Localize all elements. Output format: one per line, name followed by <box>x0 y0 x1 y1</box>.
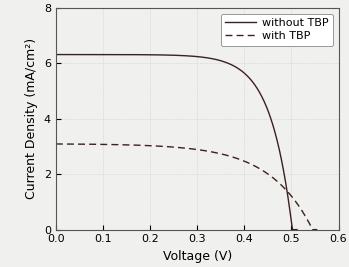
without TBP <box>242 71 246 74</box>
without TBP <box>160 53 164 57</box>
without TBP <box>79 53 83 56</box>
with TBP <box>233 156 237 159</box>
without TBP <box>151 53 156 56</box>
with TBP <box>315 228 319 231</box>
Line: without TBP: without TBP <box>56 54 297 230</box>
without TBP <box>220 59 224 62</box>
without TBP <box>246 75 250 78</box>
with TBP <box>159 145 164 148</box>
with TBP <box>54 142 58 146</box>
with TBP <box>80 143 84 146</box>
with TBP <box>169 145 173 148</box>
Y-axis label: Current Density (mA/cm²): Current Density (mA/cm²) <box>25 38 38 199</box>
Line: with TBP: with TBP <box>56 144 317 230</box>
X-axis label: Voltage (V): Voltage (V) <box>163 250 232 263</box>
without TBP <box>290 228 295 231</box>
without TBP <box>295 228 299 231</box>
without TBP <box>54 53 58 56</box>
with TBP <box>258 167 262 170</box>
with TBP <box>311 228 315 231</box>
with TBP <box>262 170 267 173</box>
Legend: without TBP, with TBP: without TBP, with TBP <box>221 14 333 46</box>
